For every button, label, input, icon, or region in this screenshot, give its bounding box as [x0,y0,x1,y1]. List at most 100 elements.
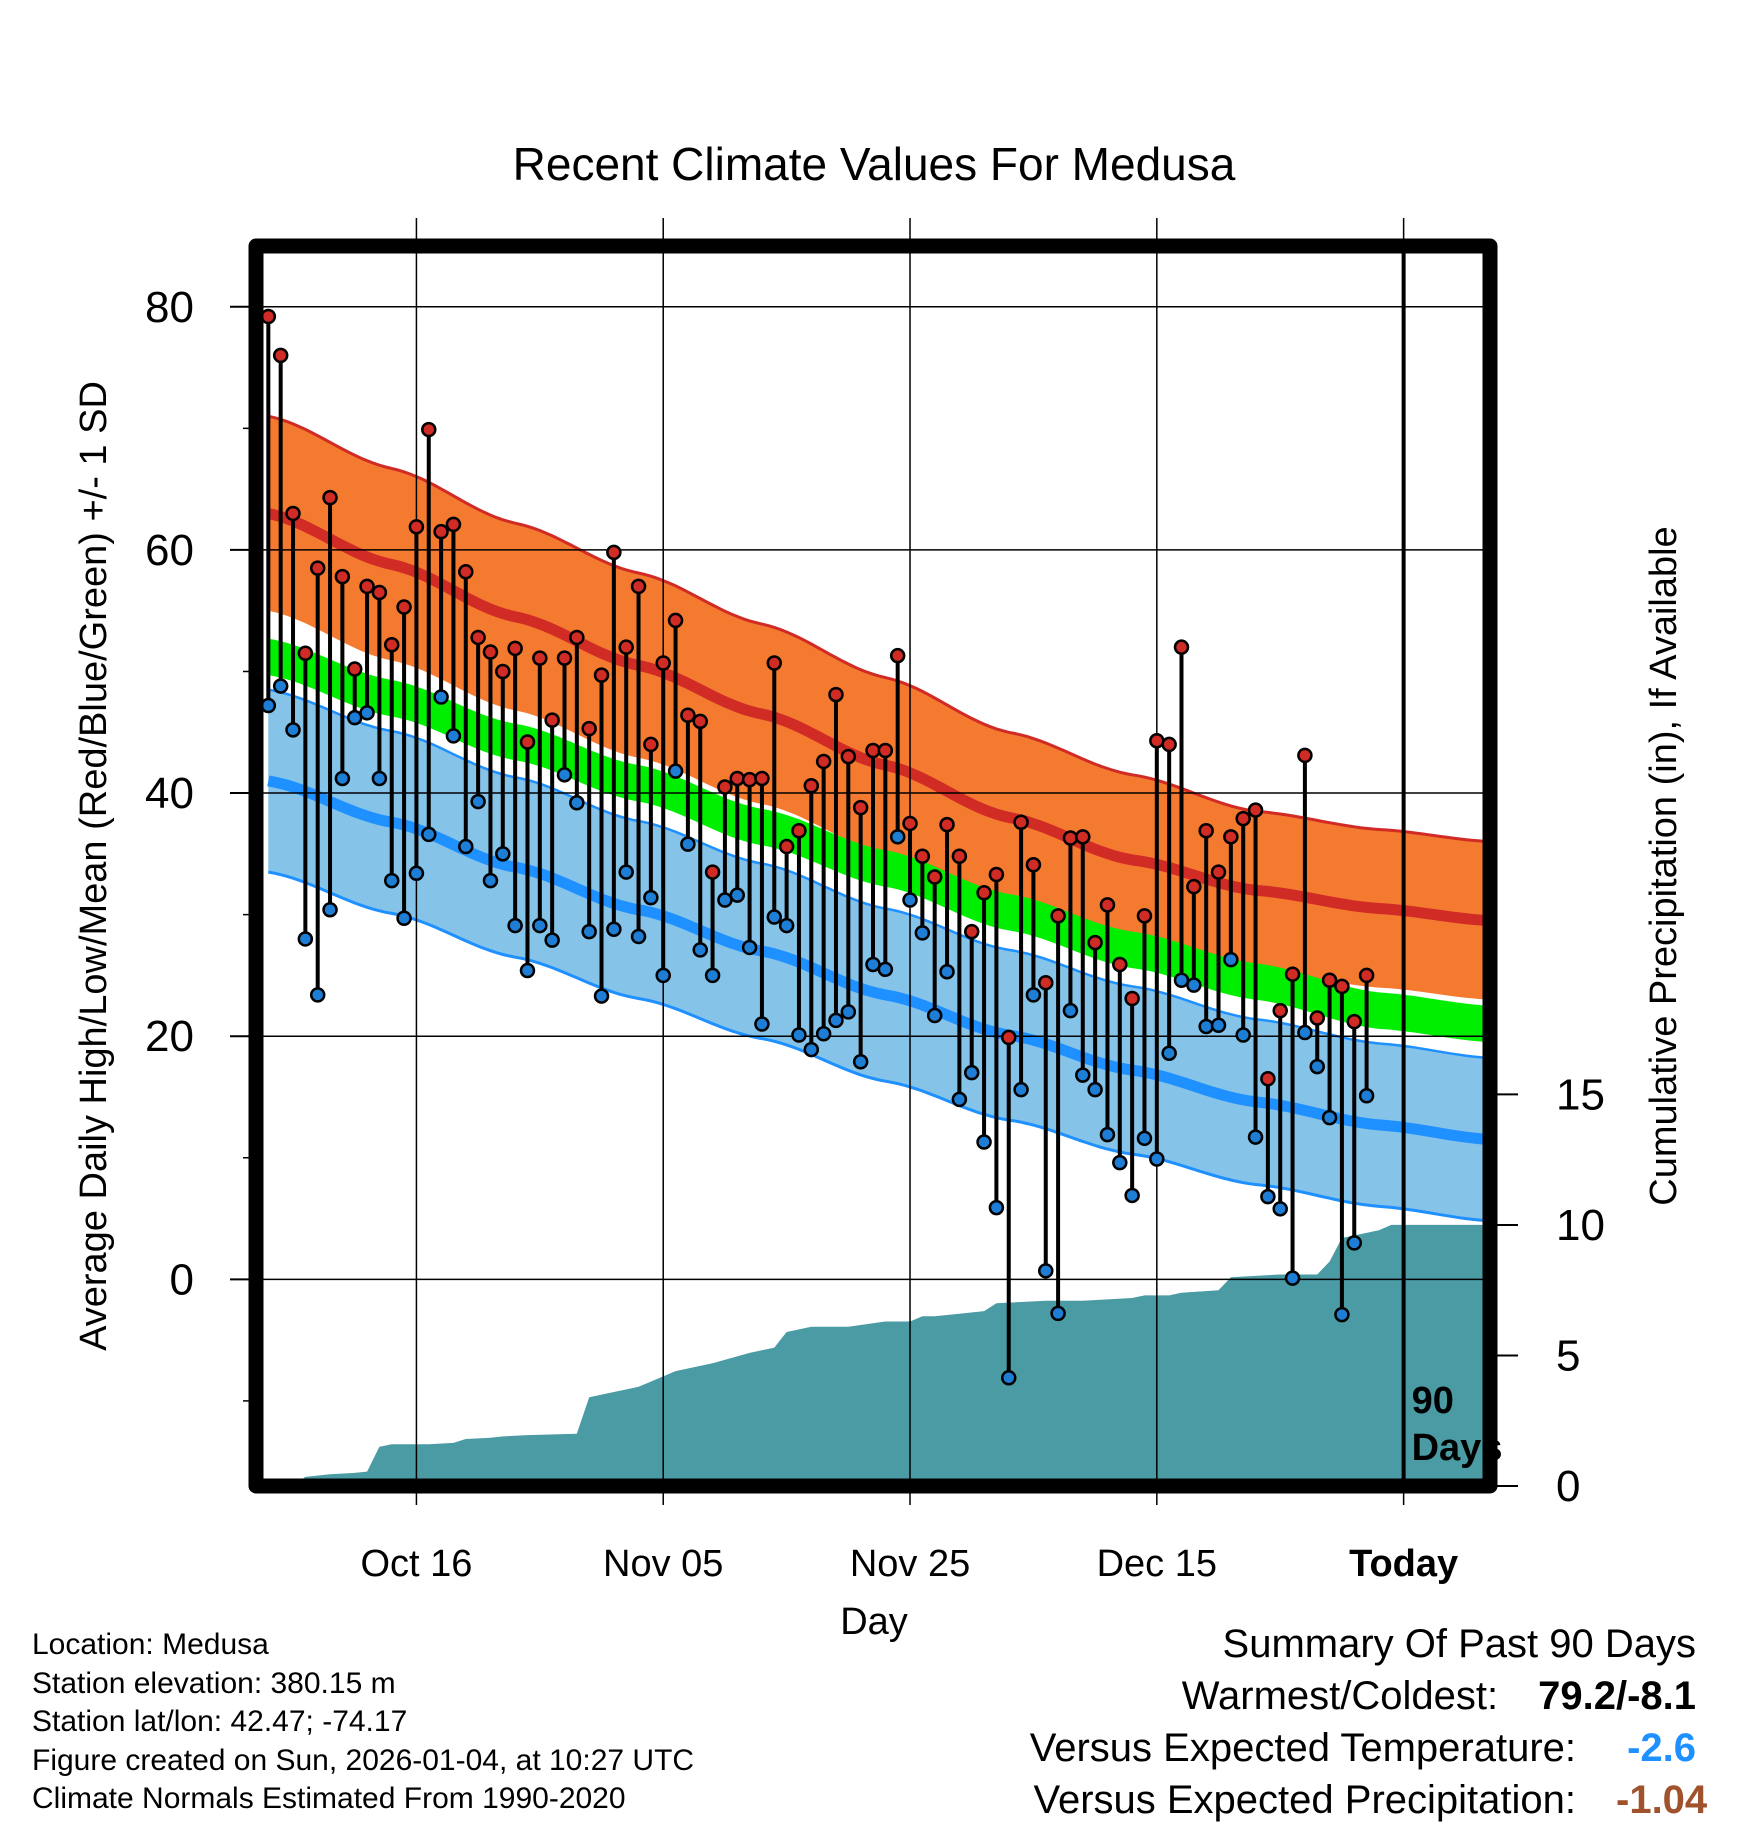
daily-high-point [877,742,894,759]
daily-high-point [470,629,486,646]
daily-low-point [272,678,289,694]
daily-high-point [1149,733,1165,749]
warmest-value: 79.2/-8.1 [1538,1674,1696,1718]
daily-low-point [717,892,733,908]
daily-high-point [951,848,968,865]
daily-low-point [383,872,400,889]
daily-high-point [445,516,462,533]
daily-high-point [1112,956,1128,973]
daily-low-point [371,770,388,787]
daily-high-point [1173,639,1190,655]
daily-high-point [334,568,351,585]
elevation-text: Station elevation: 380.15 m [32,1666,396,1700]
daily-high-point [1186,878,1202,895]
daily-high-point [606,544,622,561]
station-info: Location: Medusa Station elevation: 380.… [32,1626,694,1819]
daily-low-point [482,872,499,889]
daily-low-point [815,1026,832,1042]
daily-low-point [1284,1270,1301,1286]
daily-high-point [815,753,832,770]
daily-high-point [569,629,585,646]
daily-low-point [1099,1126,1116,1143]
summary-title: Summary Of Past 90 Days [796,1622,1696,1674]
daily-high-point [1087,934,1103,951]
daily-high-point [359,578,375,595]
daily-high-point [507,640,523,657]
daily-low-point [346,709,363,726]
daily-high-point [1025,857,1042,873]
daily-low-point [889,829,906,845]
daily-low-point [606,921,622,937]
daily-low-point [285,722,301,738]
daily-high-point [778,838,795,855]
daily-high-point [655,655,671,671]
daily-high-point [791,822,807,839]
daily-high-point [643,736,659,753]
daily-low-point [865,956,881,973]
daily-high-point [630,578,647,595]
daily-low-point [692,942,708,958]
latlon-text: Station lat/lon: 42.47; -74.17 [32,1705,408,1738]
daily-high-point [396,599,412,615]
daily-low-point [297,931,314,947]
daily-low-point [926,1007,943,1024]
daily-high-point [408,519,425,535]
axes: 0 20 40 60 80 0 5 10 15 Oct 16 Nov 05 Nov 25 Dec 15 T… [73,283,1685,1643]
daily-low-point [963,1064,980,1081]
daily-low-point [1272,1201,1288,1217]
daily-low-point [877,961,894,978]
daily-high-point [1124,990,1140,1007]
daily-high-point [828,686,844,703]
daily-high-point [309,560,326,576]
daily-low-point [334,770,351,787]
daily-low-point [1210,1017,1227,1034]
daily-high-point [421,421,437,438]
daily-high-point [285,505,301,522]
daily-high-point [1309,1010,1325,1026]
daily-high-point [1075,829,1091,845]
daily-high-point [1346,1013,1363,1030]
daily-high-point [1038,974,1054,991]
daily-high-point [852,799,869,816]
y-right-tick-label: 0 [1556,1462,1580,1511]
precip-label: Versus Expected Precipitation: [1033,1778,1576,1822]
daily-low-point [507,917,523,934]
daily-low-point [322,902,338,918]
plot-frame [248,238,1498,1494]
daily-low-point [309,987,326,1003]
daily-low-point [260,697,277,714]
daily-low-point [778,917,795,934]
daily-low-point [1334,1306,1350,1323]
daily-high-point [272,347,289,364]
daily-high-point [322,489,338,506]
daily-high-point [297,645,314,662]
daily-low-point [976,1134,992,1150]
daily-low-point [988,1199,1005,1216]
daily-high-point [1198,822,1214,839]
low-band-lower-edge [268,870,1490,1223]
daily-low-point [951,1091,968,1108]
daily-high-point [1334,978,1350,995]
daily-high-point [371,584,388,601]
daily-low-point [1112,1154,1128,1171]
daily-high-point [889,647,906,664]
daily-high-point [939,816,955,833]
daily-high-point [766,655,783,671]
daily-low-point [495,846,511,862]
daily-low-point [630,928,647,945]
y-right-tick-label: 15 [1556,1070,1605,1119]
daily-low-point [1297,1024,1313,1041]
daily-low-point [643,889,659,906]
daily-low-point [1186,977,1202,993]
daily-low-point [445,728,462,744]
daily-low-point [1161,1045,1177,1061]
precip-value: -1.04 [1616,1778,1708,1822]
precip-row: Versus Expected Precipitation: -1.04 [796,1778,1708,1830]
daily-low-point [667,763,684,779]
daily-high-point [1136,908,1153,924]
daily-high-point [1247,802,1264,818]
daily-high-point [383,636,400,653]
y-tick-label: 0 [170,1255,194,1304]
daily-high-point [1260,1070,1276,1087]
